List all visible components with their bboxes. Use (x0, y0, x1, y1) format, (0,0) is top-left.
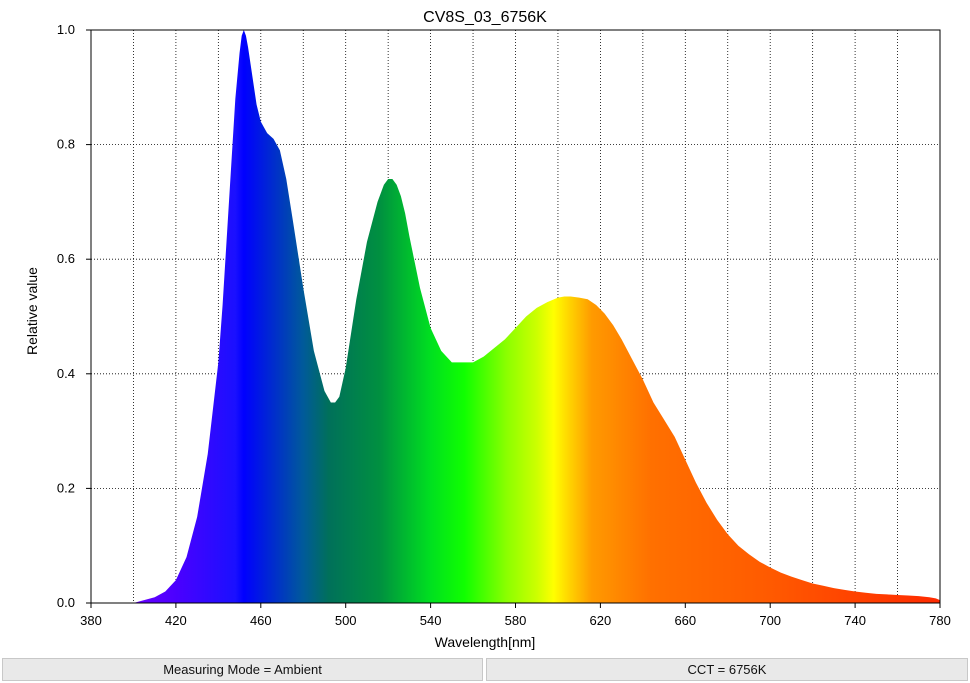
y-axis-ticks: 0.0 0.2 0.4 0.6 0.8 1.0 (57, 22, 91, 610)
chart-title: CV8S_03_6756K (423, 9, 547, 26)
spectrum-chart: CV8S_03_6756K 380 420 460 500 540 580 620 660 70… (24, 9, 951, 650)
spectrum-area (91, 30, 940, 603)
x-axis-ticks: 380 420 460 500 540 580 620 660 700 740 780 (80, 603, 951, 628)
y-tick-label: 0.6 (57, 251, 75, 266)
x-tick-label: 380 (80, 613, 102, 628)
x-tick-label: 780 (929, 613, 951, 628)
y-tick-label: 0.0 (57, 595, 75, 610)
x-tick-label: 740 (844, 613, 866, 628)
x-tick-label: 580 (505, 613, 527, 628)
y-tick-label: 1.0 (57, 22, 75, 37)
y-tick-label: 0.8 (57, 137, 75, 152)
x-tick-label: 500 (335, 613, 357, 628)
x-tick-label: 660 (674, 613, 696, 628)
status-bar: Measuring Mode = Ambient CCT = 6756K (0, 658, 970, 683)
x-tick-label: 620 (590, 613, 612, 628)
y-tick-label: 0.4 (57, 366, 75, 381)
y-axis-label: Relative value (24, 267, 40, 355)
x-tick-label: 460 (250, 613, 272, 628)
measuring-mode-field: Measuring Mode = Ambient (2, 658, 483, 681)
y-tick-label: 0.2 (57, 480, 75, 495)
x-tick-label: 700 (759, 613, 781, 628)
x-axis-label: Wavelength[nm] (435, 634, 536, 650)
x-tick-label: 540 (420, 613, 442, 628)
cct-field: CCT = 6756K (486, 658, 968, 681)
x-tick-label: 420 (165, 613, 187, 628)
